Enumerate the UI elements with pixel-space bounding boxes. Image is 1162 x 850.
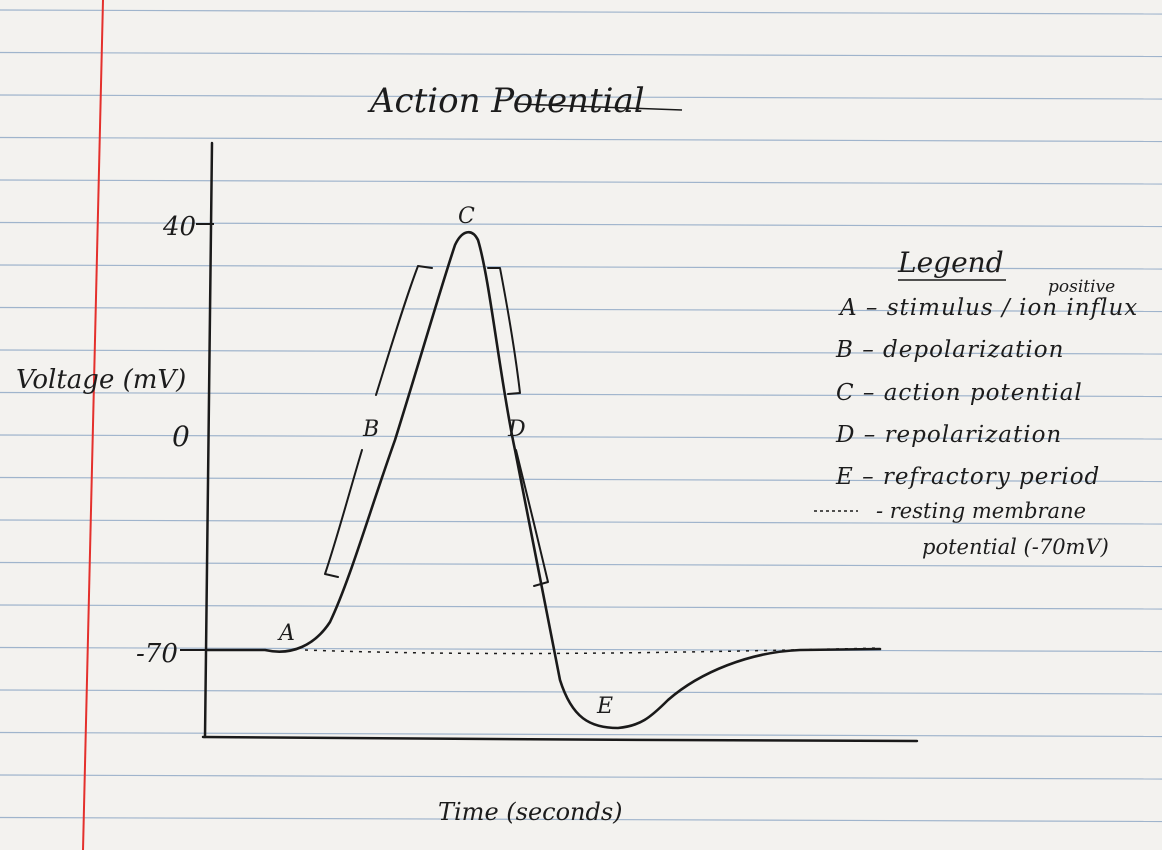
resting-potential-line [304,647,881,655]
legend-resting-line: - resting membrane [876,499,1086,523]
ruled-line [0,689,1162,695]
ruled-line [0,306,1162,313]
legend-item-c: C – action potential [836,380,1083,406]
point-label-e: E [596,694,613,719]
ruled-line [0,561,1162,568]
bracket-d [487,267,521,395]
point-label-d: D [507,417,526,442]
ruled-line [0,519,1162,525]
margin-line [82,0,104,850]
tick-label-0: 0 [172,420,190,453]
ruled-line [0,646,1162,653]
legend-heading: Legend [897,246,1004,279]
ruled-line [0,136,1162,143]
ruled-line [0,774,1162,780]
legend-item-d: D – repolarization [835,422,1062,448]
x-axis [201,735,919,743]
tick-label-40: 40 [162,212,196,242]
y-axis [203,141,214,739]
ruled-line [0,816,1162,823]
diagram-title: Action Potential [367,81,645,121]
ruled-line [0,264,1162,270]
point-label-c: C [458,204,475,229]
legend: Legend positive A – stimulus / ion influ… [814,246,1138,559]
ruled-line [0,9,1162,15]
legend-item-e: E – refractory period [835,464,1100,490]
ruled-line [0,221,1162,228]
y-axis-label: Voltage (mV) [16,365,186,395]
ruled-line [0,434,1162,440]
point-label-a: A [277,621,295,646]
legend-resting-line-2: potential (-70mV) [922,535,1109,559]
ruled-line [0,51,1162,58]
ruled-line [0,94,1162,100]
ruled-line [0,604,1162,610]
legend-superscript: positive [1048,277,1115,297]
ruled-lines [0,9,1162,823]
ruled-line [0,179,1162,185]
bracket-b-lower [324,449,363,578]
ruled-line [0,731,1162,738]
ruled-line [0,391,1162,398]
ruled-line [0,349,1162,355]
legend-item-b: B – depolarization [835,337,1064,363]
legend-item-a: A – stimulus / ion influx [838,295,1138,321]
tick-label-minus70: -70 [136,639,178,669]
x-axis-label: Time (seconds) [438,798,623,826]
ruled-line [0,476,1162,483]
bracket-b [375,265,433,396]
point-label-b: B [362,417,379,442]
bracket-d-lower [515,449,549,587]
title-strike [517,103,683,111]
action-potential-curve [205,231,882,730]
